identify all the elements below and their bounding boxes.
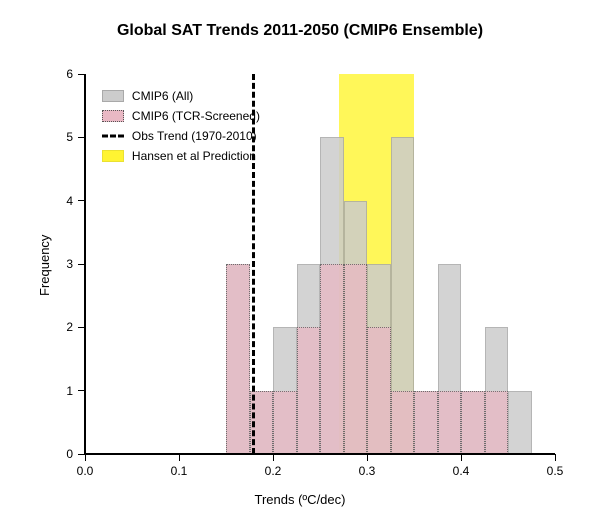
y-tick <box>78 264 85 265</box>
legend-label: CMIP6 (All) <box>132 89 193 103</box>
x-tick <box>85 454 86 461</box>
x-tick-label: 0.3 <box>359 464 376 478</box>
plot-area: 0.00.10.20.30.40.50123456CMIP6 (All)CMIP… <box>85 74 555 454</box>
legend-row-hansen: Hansen et al Prediction <box>102 147 260 165</box>
x-tick <box>273 454 274 461</box>
y-tick-label: 1 <box>53 384 73 398</box>
cmip6-tcr-bar <box>367 327 391 454</box>
cmip6-tcr-bar <box>344 264 368 454</box>
legend-label: CMIP6 (TCR-Screened) <box>132 109 260 123</box>
legend-line-icon <box>102 129 124 143</box>
legend-row-obs: Obs Trend (1970-2010) <box>102 127 260 145</box>
x-tick <box>367 454 368 461</box>
legend-swatch <box>102 150 124 162</box>
figure-stage: Global SAT Trends 2011-2050 (CMIP6 Ensem… <box>0 0 600 530</box>
y-axis-label: Frequency <box>37 235 52 296</box>
y-tick <box>78 137 85 138</box>
cmip6-tcr-bar <box>414 391 438 454</box>
legend-row-tcr: CMIP6 (TCR-Screened) <box>102 107 260 125</box>
y-tick <box>78 454 85 455</box>
cmip6-tcr-bar <box>461 391 485 454</box>
y-tick <box>78 327 85 328</box>
x-tick-label: 0.1 <box>171 464 188 478</box>
y-tick-label: 3 <box>53 257 73 271</box>
legend-swatch <box>102 90 124 102</box>
x-axis-label: Trends (ºC/dec) <box>0 492 600 507</box>
x-tick <box>179 454 180 461</box>
x-tick <box>555 454 556 461</box>
legend-row-all: CMIP6 (All) <box>102 87 260 105</box>
x-tick-label: 0.0 <box>77 464 94 478</box>
y-tick-label: 2 <box>53 320 73 334</box>
legend-label: Obs Trend (1970-2010) <box>132 129 257 143</box>
x-axis <box>85 453 555 455</box>
y-tick <box>78 390 85 391</box>
y-tick-label: 0 <box>53 447 73 461</box>
cmip6-all-bar <box>508 391 532 454</box>
cmip6-tcr-bar <box>438 391 462 454</box>
y-tick-label: 5 <box>53 130 73 144</box>
cmip6-tcr-bar <box>320 264 344 454</box>
x-tick-label: 0.2 <box>265 464 282 478</box>
chart-title: Global SAT Trends 2011-2050 (CMIP6 Ensem… <box>0 22 600 40</box>
cmip6-tcr-bar <box>485 391 509 454</box>
cmip6-tcr-bar <box>226 264 250 454</box>
x-tick-label: 0.4 <box>453 464 470 478</box>
y-tick <box>78 200 85 201</box>
y-tick <box>78 74 85 75</box>
cmip6-tcr-bar <box>297 327 321 454</box>
x-tick-label: 0.5 <box>547 464 564 478</box>
cmip6-tcr-bar <box>273 391 297 454</box>
legend-label: Hansen et al Prediction <box>132 149 256 163</box>
y-tick-label: 6 <box>53 67 73 81</box>
y-tick-label: 4 <box>53 194 73 208</box>
legend: CMIP6 (All) CMIP6 (TCR-Screened) Obs Trend… <box>102 87 260 167</box>
cmip6-tcr-bar <box>391 391 415 454</box>
x-tick <box>461 454 462 461</box>
legend-swatch <box>102 110 124 122</box>
